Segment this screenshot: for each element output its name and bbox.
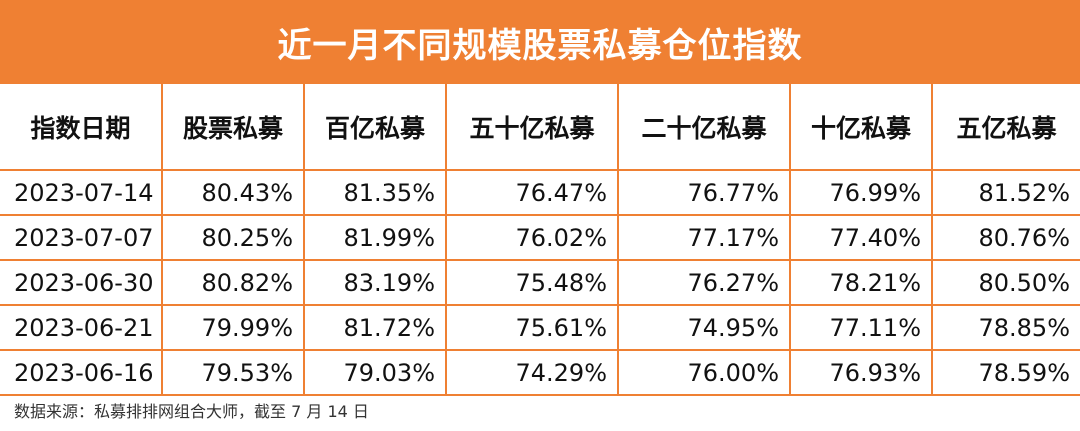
value-cell: 75.61% bbox=[446, 305, 619, 351]
column-header-5b: 五十亿私募 bbox=[446, 84, 619, 171]
table-row: 2023-07-14 80.43% 81.35% 76.47% 76.77% 7… bbox=[0, 170, 1080, 216]
table-row: 2023-06-16 79.53% 79.03% 74.29% 76.00% 7… bbox=[0, 350, 1080, 396]
header-row: 指数日期 股票私募 百亿私募 五十亿私募 二十亿私募 十亿私募 五亿私募 bbox=[0, 84, 1080, 171]
value-cell: 75.48% bbox=[446, 260, 619, 306]
value-cell: 78.21% bbox=[790, 260, 933, 306]
value-cell: 76.00% bbox=[618, 350, 791, 396]
value-cell: 77.11% bbox=[790, 305, 933, 351]
value-cell: 76.47% bbox=[446, 170, 619, 216]
value-cell: 76.93% bbox=[790, 350, 933, 396]
value-cell: 76.77% bbox=[618, 170, 791, 216]
table-title: 近一月不同规模股票私募仓位指数 bbox=[0, 0, 1080, 84]
value-cell: 80.76% bbox=[932, 215, 1080, 261]
value-cell: 80.50% bbox=[932, 260, 1080, 306]
value-cell: 80.82% bbox=[162, 260, 305, 306]
value-cell: 81.72% bbox=[304, 305, 447, 351]
value-cell: 78.59% bbox=[932, 350, 1080, 396]
column-header-date: 指数日期 bbox=[0, 84, 163, 171]
value-cell: 76.02% bbox=[446, 215, 619, 261]
value-cell: 76.27% bbox=[618, 260, 791, 306]
column-header-500m: 五亿私募 bbox=[932, 84, 1080, 171]
date-cell: 2023-07-14 bbox=[0, 170, 163, 216]
value-cell: 81.99% bbox=[304, 215, 447, 261]
source-note: 数据来源：私募排排网组合大师，截至 7 月 14 日 bbox=[14, 402, 369, 421]
value-cell: 80.25% bbox=[162, 215, 305, 261]
value-cell: 78.85% bbox=[932, 305, 1080, 351]
date-cell: 2023-07-07 bbox=[0, 215, 163, 261]
column-header-2b: 二十亿私募 bbox=[618, 84, 791, 171]
column-header-10b: 百亿私募 bbox=[304, 84, 447, 171]
table-row: 2023-07-07 80.25% 81.99% 76.02% 77.17% 7… bbox=[0, 215, 1080, 261]
value-cell: 74.95% bbox=[618, 305, 791, 351]
value-cell: 83.19% bbox=[304, 260, 447, 306]
date-cell: 2023-06-21 bbox=[0, 305, 163, 351]
value-cell: 79.53% bbox=[162, 350, 305, 396]
position-index-table: 指数日期 股票私募 百亿私募 五十亿私募 二十亿私募 十亿私募 五亿私募 202… bbox=[0, 84, 1080, 396]
table-row: 2023-06-21 79.99% 81.72% 75.61% 74.95% 7… bbox=[0, 305, 1080, 351]
value-cell: 81.52% bbox=[932, 170, 1080, 216]
column-header-1b: 十亿私募 bbox=[790, 84, 933, 171]
value-cell: 77.40% bbox=[790, 215, 933, 261]
date-cell: 2023-06-16 bbox=[0, 350, 163, 396]
value-cell: 77.17% bbox=[618, 215, 791, 261]
date-cell: 2023-06-30 bbox=[0, 260, 163, 306]
value-cell: 79.03% bbox=[304, 350, 447, 396]
value-cell: 80.43% bbox=[162, 170, 305, 216]
value-cell: 81.35% bbox=[304, 170, 447, 216]
column-header-stock-private: 股票私募 bbox=[162, 84, 305, 171]
table-row: 2023-06-30 80.82% 83.19% 75.48% 76.27% 7… bbox=[0, 260, 1080, 306]
value-cell: 79.99% bbox=[162, 305, 305, 351]
value-cell: 74.29% bbox=[446, 350, 619, 396]
value-cell: 76.99% bbox=[790, 170, 933, 216]
